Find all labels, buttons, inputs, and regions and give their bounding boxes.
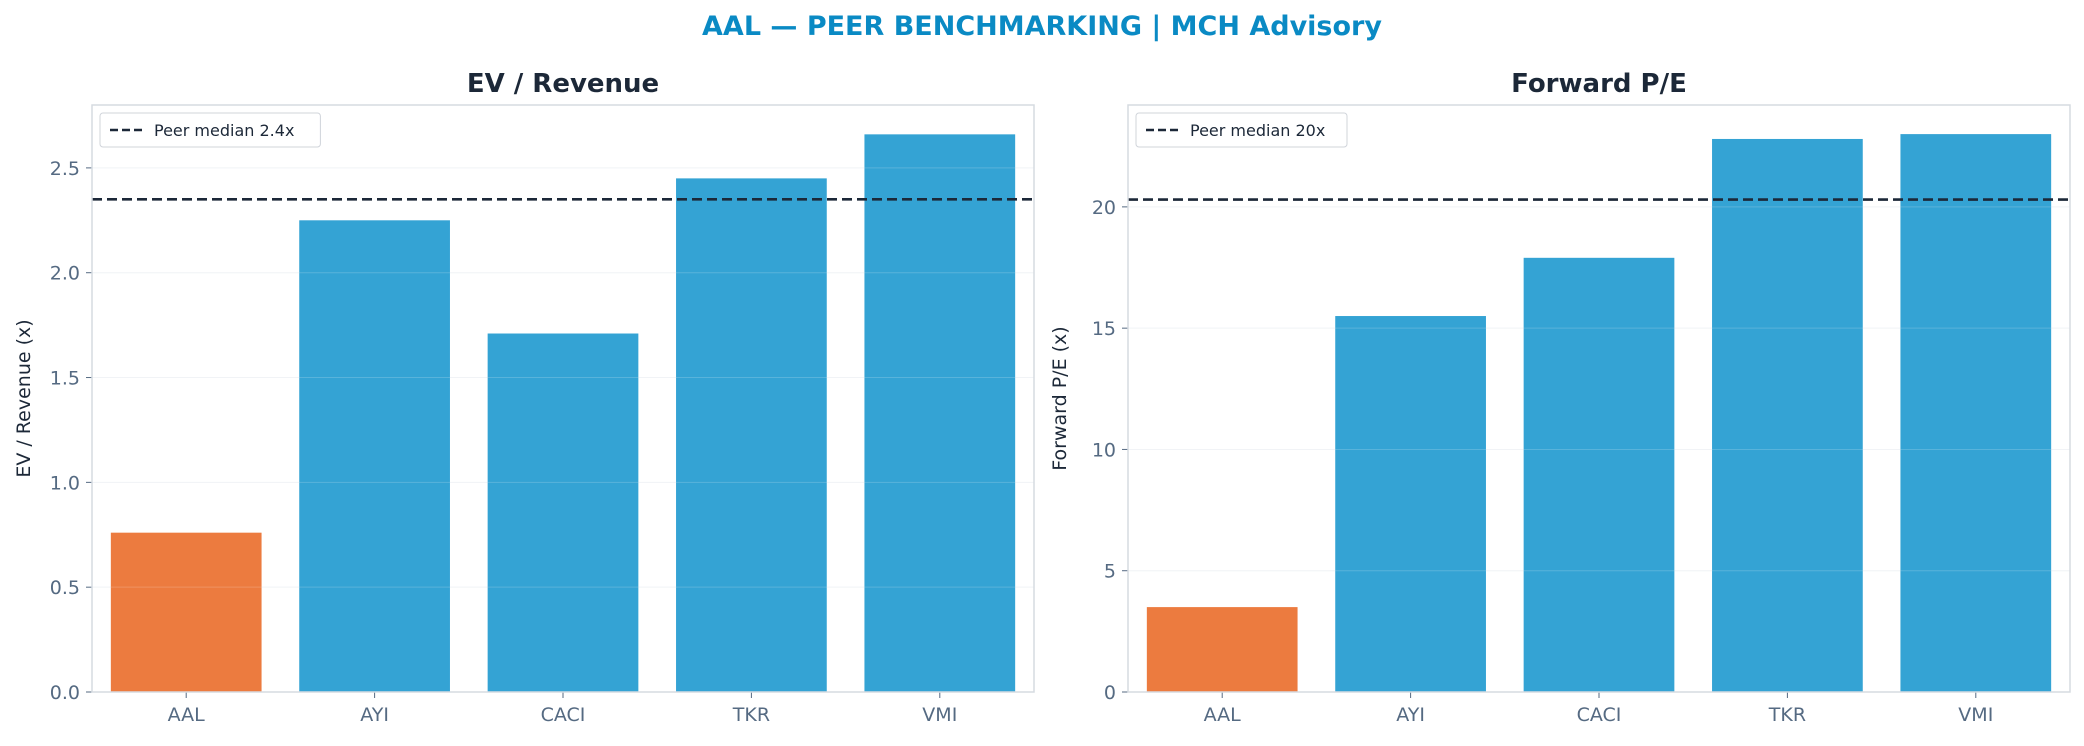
ev-revenue-ytick-label: 2.0 [50, 263, 80, 285]
ev-revenue-legend: Peer median 2.4x [99, 112, 321, 148]
forward-pe-xtick-label-aal: AAL [1204, 704, 1242, 726]
forward-pe-bar-caci [1523, 257, 1675, 692]
ev-revenue-xtick-label-caci: CACI [541, 704, 586, 726]
forward-pe-xtick-label-ayi: AYI [1396, 704, 1425, 726]
forward-pe-title: Forward P/E [1511, 69, 1687, 99]
ev-revenue-bar-caci [487, 333, 639, 692]
figure-title: AAL — PEER BENCHMARKING | MCH Advisory [702, 11, 1382, 42]
forward-pe-bar-tkr [1712, 138, 1863, 692]
forward-pe-ytick-label: 0 [1104, 682, 1116, 704]
forward-pe-panel: AAL AYI CACI TKR VMI 0 5 10 15 20 Forward P/E Forwa… [1049, 69, 2071, 726]
ev-revenue-xtick-label-vmi: VMI [922, 704, 957, 726]
forward-pe-legend: Peer median 20x [1135, 112, 1348, 148]
ev-revenue-ylabel: EV / Revenue (x) [13, 319, 35, 477]
ev-revenue-bar-vmi [864, 134, 1016, 693]
ev-revenue-ytick-label: 0.0 [50, 682, 80, 704]
ev-revenue-bar-ayi [299, 220, 450, 692]
ev-revenue-xtick-label-ayi: AYI [360, 704, 389, 726]
ev-revenue-title: EV / Revenue [467, 69, 659, 99]
ev-revenue-xtick-label-aal: AAL [168, 704, 206, 726]
ev-revenue-ytick-label: 0.5 [50, 577, 80, 599]
forward-pe-ytick-label: 20 [1092, 197, 1116, 219]
forward-pe-ytick-label: 5 [1104, 561, 1116, 583]
forward-pe-legend-box [1135, 112, 1348, 148]
forward-pe-xtick-label-tkr: TKR [1768, 704, 1806, 726]
forward-pe-xtick-label-vmi: VMI [1958, 704, 1993, 726]
forward-pe-bar-ayi [1335, 316, 1486, 692]
forward-pe-ytick-label: 15 [1092, 318, 1116, 340]
ev-revenue-ytick-label: 1.5 [50, 368, 80, 390]
forward-pe-ylabel: Forward P/E (x) [1049, 326, 1071, 470]
ev-revenue-ytick-label: 1.0 [50, 472, 80, 494]
ev-revenue-ytick-label: 2.5 [50, 158, 80, 180]
forward-pe-xtick-label-caci: CACI [1577, 704, 1622, 726]
ev-revenue-frame [91, 104, 1035, 693]
ev-revenue-bar-aal [110, 532, 262, 692]
forward-pe-frame [1127, 104, 2071, 693]
ev-revenue-legend-box [99, 112, 321, 148]
ev-revenue-legend-label: Peer median 2.4x [154, 121, 294, 140]
ev-revenue-panel: AAL AYI CACI TKR VMI 0.0 0.5 1.0 1.5 2.0 2.5 EV / R… [13, 69, 1035, 726]
ev-revenue-xtick-label-tkr: TKR [732, 704, 770, 726]
forward-pe-legend-label: Peer median 20x [1190, 121, 1325, 140]
ev-revenue-bar-tkr [676, 178, 827, 692]
forward-pe-bar-vmi [1900, 134, 2052, 693]
forward-pe-ytick-label: 10 [1092, 439, 1116, 461]
forward-pe-bar-aal [1146, 607, 1298, 692]
